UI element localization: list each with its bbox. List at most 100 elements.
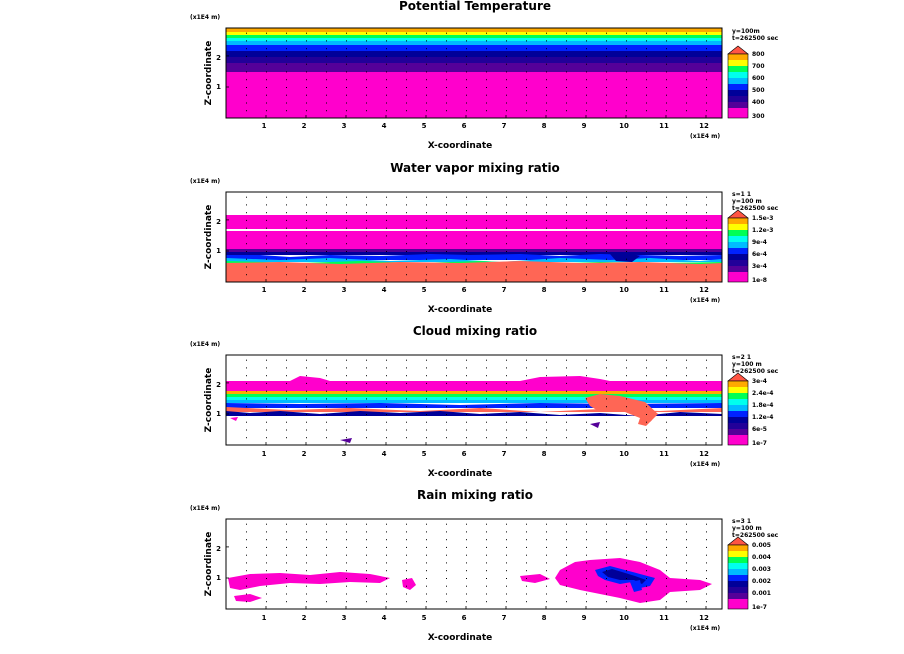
grid-dot: [666, 578, 667, 579]
grid-dot: [626, 102, 627, 104]
grid-dot: [586, 266, 587, 268]
grid-dot: [306, 274, 307, 276]
grid-dot: [346, 390, 347, 392]
grid-dot: [606, 359, 607, 361]
grid-dot: [486, 87, 487, 88]
grid-dot: [366, 196, 367, 198]
grid-dot: [706, 243, 707, 245]
grid-dot: [626, 546, 627, 548]
grid-dot: [466, 94, 467, 96]
grid-dot: [606, 204, 607, 206]
grid-dot: [566, 578, 567, 579]
grid-dot: [666, 406, 667, 408]
grid-dot: [566, 235, 567, 237]
grid-dot: [706, 578, 707, 579]
grid-dot: [546, 251, 547, 252]
x-tick-label: 8: [542, 614, 547, 622]
grid-dot: [646, 48, 647, 50]
grid-dot: [266, 71, 267, 73]
grid-dot: [246, 258, 247, 260]
panel-title: Rain mixing ratio: [417, 488, 533, 502]
info-line: t=262500 sec: [732, 368, 779, 375]
grid-dot: [406, 546, 407, 548]
grid-dot: [606, 367, 607, 369]
contour-band: [226, 231, 722, 249]
contour-feature: [290, 376, 330, 381]
grid-dot: [306, 79, 307, 81]
colorbar-frame: [727, 380, 749, 446]
grid-dot: [606, 79, 607, 81]
z-axis-label: Z-coordinate: [204, 205, 214, 270]
grid-dot: [326, 421, 327, 423]
grid-dot: [366, 406, 367, 408]
grid-dot: [686, 87, 687, 88]
grid-dot: [606, 429, 607, 431]
grid-dot: [526, 359, 527, 361]
grid-dot: [526, 429, 527, 431]
grid-dot: [546, 102, 547, 104]
grid-dot: [686, 32, 687, 34]
grid-dot: [306, 235, 307, 237]
grid-dot: [706, 212, 707, 214]
grid-dot: [346, 437, 347, 439]
grid-dot: [246, 382, 247, 384]
grid-dot: [566, 585, 567, 587]
grid-dot: [606, 212, 607, 214]
grid-dot: [546, 359, 547, 361]
grid-dot: [606, 102, 607, 104]
colorbar-swatch: [728, 60, 748, 66]
info-line: s=2 1: [732, 354, 751, 361]
grid-dot: [286, 367, 287, 369]
grid-dot: [706, 55, 707, 57]
grid-dot: [306, 212, 307, 214]
grid-dot: [546, 562, 547, 564]
grid-dot: [366, 102, 367, 104]
grid-dot: [306, 562, 307, 564]
rain-patch: [520, 574, 550, 583]
grid-dot: [326, 251, 327, 252]
grid-dot: [566, 251, 567, 252]
grid-dot: [466, 359, 467, 361]
grid-dot: [526, 110, 527, 112]
grid-dot: [426, 55, 427, 57]
grid-dot: [406, 570, 407, 572]
grid-dot: [386, 531, 387, 533]
contour-band: [226, 261, 722, 282]
grid-dot: [446, 585, 447, 587]
grid-dot: [566, 94, 567, 96]
colorbar-swatch: [728, 54, 748, 60]
grid-dot: [446, 554, 447, 556]
grid-dot: [446, 94, 447, 96]
grid-dot: [486, 359, 487, 361]
grid-dot: [286, 243, 287, 245]
grid-dot: [246, 102, 247, 104]
x-tick-label: 7: [502, 122, 507, 130]
grid-dot: [426, 243, 427, 245]
colorbar-label: 0.002: [752, 578, 771, 585]
grid-dot: [506, 523, 507, 525]
grid-dot: [706, 94, 707, 96]
grid-dot: [426, 531, 427, 533]
grid-dot: [706, 367, 707, 369]
grid-dot: [606, 87, 607, 88]
grid-dot: [346, 79, 347, 81]
grid-dot: [326, 48, 327, 50]
grid-dot: [466, 414, 467, 415]
grid-dot: [566, 367, 567, 369]
grid-dot: [346, 251, 347, 252]
grid-dot: [486, 375, 487, 377]
grid-dot: [306, 554, 307, 556]
grid-dot: [426, 251, 427, 252]
grid-dot: [506, 593, 507, 595]
grid-dot: [366, 562, 367, 564]
grid-dot: [286, 32, 287, 34]
grid-dot: [666, 421, 667, 423]
z-tick-label: 2: [216, 545, 221, 553]
grid-dot: [446, 71, 447, 73]
grid-dot: [246, 406, 247, 408]
grid-dot: [526, 48, 527, 50]
grid-dot: [426, 554, 427, 556]
grid-dot: [266, 63, 267, 65]
grid-dot: [386, 523, 387, 525]
grid-dot: [346, 243, 347, 245]
